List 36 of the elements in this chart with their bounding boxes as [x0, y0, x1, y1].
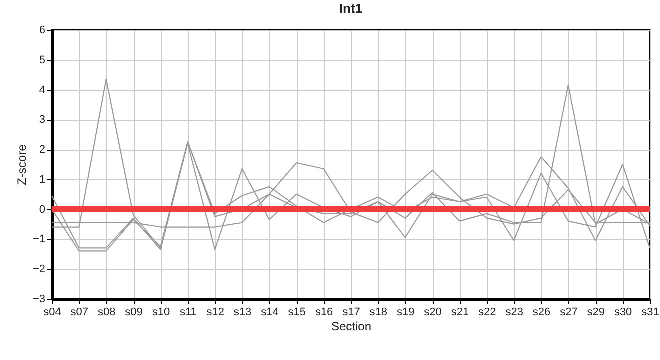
- x-tick-label: s11: [180, 306, 197, 318]
- x-tick-label: s18: [370, 306, 388, 318]
- y-tick-label: 6: [39, 24, 46, 36]
- x-tick-label: s09: [125, 306, 143, 318]
- x-tick-label: s30: [614, 306, 632, 318]
- y-tick-label: 1: [39, 174, 46, 186]
- x-tick-label: s21: [451, 306, 470, 318]
- y-tick-label: −2: [32, 264, 46, 276]
- y-tick-label: −3: [32, 294, 46, 306]
- x-tick-label: s15: [288, 306, 306, 318]
- x-tick-label: s16: [315, 306, 334, 318]
- y-axis-title: Z-score: [14, 144, 29, 186]
- chart-title: Int1: [339, 1, 363, 16]
- y-tick-label: 4: [39, 84, 46, 96]
- x-tick-label: s31: [642, 306, 660, 318]
- x-tick-label: s07: [70, 306, 89, 318]
- x-axis-title: Section: [331, 320, 372, 334]
- y-tick-label: −1: [32, 234, 46, 246]
- x-tick-label: s29: [587, 306, 606, 318]
- x-tick-label: s27: [560, 306, 578, 318]
- x-tick-label: s12: [206, 306, 224, 318]
- y-tick-label: 3: [39, 114, 46, 126]
- x-tick-label: s14: [261, 306, 279, 318]
- y-tick-label: 5: [39, 54, 46, 66]
- x-tick-label: s17: [342, 306, 360, 318]
- x-tick-label: s22: [478, 306, 496, 318]
- y-tick-label: 0: [39, 204, 46, 216]
- y-tick-label: 2: [39, 144, 46, 156]
- x-tick-label: s20: [424, 306, 442, 318]
- x-tick-label: s19: [396, 306, 415, 318]
- x-tick-label: s08: [98, 306, 116, 318]
- x-tick-label: s23: [506, 306, 524, 318]
- x-tick-label: s13: [234, 306, 252, 318]
- x-tick-label: s26: [532, 306, 551, 318]
- x-tick-label: s10: [152, 306, 170, 318]
- x-tick-label: s04: [44, 306, 62, 318]
